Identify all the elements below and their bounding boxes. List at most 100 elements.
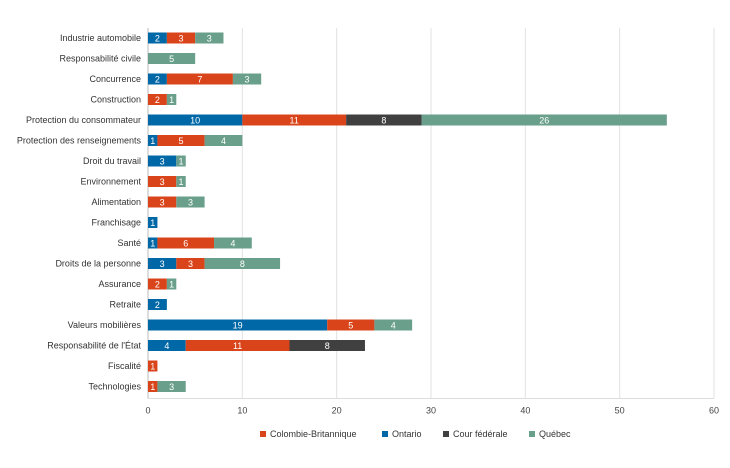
bar-segment [176, 196, 205, 208]
data-label: 3 [207, 34, 212, 44]
bar-segment [148, 114, 243, 126]
data-label: 3 [179, 34, 184, 44]
x-tick-label: 30 [426, 406, 436, 416]
data-label: 1 [150, 362, 155, 372]
data-label: 3 [160, 198, 165, 208]
data-label: 4 [391, 321, 396, 331]
legend-swatch [529, 431, 535, 437]
legend-swatch [260, 431, 266, 437]
data-label: 3 [188, 198, 193, 208]
data-label: 10 [190, 116, 200, 126]
data-label: 4 [230, 239, 235, 249]
data-label: 1 [150, 239, 155, 249]
x-tick-label: 0 [145, 406, 150, 416]
x-tick-label: 50 [615, 406, 625, 416]
bar-segment [148, 360, 158, 372]
category-label: Protection des renseignements [17, 136, 142, 146]
data-label: 1 [150, 136, 155, 146]
category-label: Valeurs mobilières [68, 320, 142, 330]
data-label: 5 [169, 54, 174, 64]
data-label: 2 [155, 300, 160, 310]
bar-segment [327, 319, 375, 331]
bar-segment [374, 319, 413, 331]
data-label: 1 [179, 157, 184, 167]
bar-segment [289, 340, 365, 351]
legend-label: Ontario [392, 429, 422, 439]
bar-segment [148, 258, 177, 269]
bar-segment [148, 73, 167, 85]
bar-segment [157, 237, 215, 249]
bar-segment [148, 32, 167, 44]
category-label: Droits de la personne [55, 259, 141, 269]
data-label: 1 [179, 177, 184, 187]
category-label: Concurrence [89, 74, 141, 84]
data-label: 1 [169, 95, 174, 105]
bar-segment [421, 114, 667, 126]
category-label: Environnement [80, 177, 141, 187]
legend-label: Cour fédérale [453, 429, 508, 439]
data-label: 1 [150, 218, 155, 228]
gridlines [147, 28, 715, 399]
legend: Colombie-Britannique Ontario Cour fédérale… [260, 429, 571, 439]
bar-segment [166, 73, 233, 85]
bar-segment [204, 135, 243, 146]
category-label: Franchisage [91, 218, 141, 228]
legend-label: Colombie-Britannique [270, 429, 357, 439]
bar-segment [214, 237, 252, 249]
bar-segment [148, 299, 167, 310]
bar-segment [232, 73, 262, 85]
category-label: Alimentation [91, 197, 141, 207]
data-label: 3 [160, 157, 165, 167]
data-label: 4 [221, 136, 226, 146]
bar-segment [204, 258, 281, 269]
bar-segment [148, 135, 158, 146]
data-label: 11 [290, 116, 299, 126]
bar-segment [176, 155, 186, 167]
data-label: 3 [169, 382, 174, 392]
category-label: Construction [90, 95, 141, 105]
data-label: 4 [164, 341, 169, 351]
data-label: 19 [233, 321, 243, 331]
bar-segment [148, 196, 177, 208]
bar-segment [148, 53, 196, 64]
data-label: 6 [183, 239, 188, 249]
category-label: Retraite [109, 300, 141, 310]
bar-segment [176, 258, 205, 269]
bar-segment [157, 135, 205, 146]
data-label: 2 [155, 75, 160, 85]
bar-segment [185, 340, 290, 351]
bar-segment [148, 278, 167, 290]
data-label: 3 [188, 259, 193, 269]
data-label: 8 [240, 259, 245, 269]
bar-segment [148, 94, 167, 105]
data-label: 2 [155, 95, 160, 105]
bar-segment [195, 32, 224, 44]
data-label: 2 [155, 280, 160, 290]
data-label: 3 [160, 177, 165, 187]
category-label: Assurance [98, 279, 141, 289]
bar-segment [148, 176, 177, 187]
data-label: 5 [348, 321, 353, 331]
bar-segment [148, 217, 158, 228]
legend-swatch [382, 431, 388, 437]
bar-segment [148, 237, 158, 249]
bar-segment [346, 114, 422, 126]
bar-segment [166, 32, 196, 44]
data-label: 3 [160, 259, 165, 269]
category-label: Santé [117, 238, 141, 248]
category-label: Technologies [88, 382, 141, 392]
category-labels: Industrie automobile Responsabilité civil… [17, 33, 142, 392]
bar-segment [148, 381, 158, 392]
data-label: 1 [169, 280, 174, 290]
bar-segment [148, 155, 177, 167]
data-label: 26 [539, 116, 549, 126]
bar-segment [176, 176, 186, 187]
bar-segment [157, 381, 186, 392]
bar-segment [148, 319, 328, 331]
data-label: 3 [245, 75, 250, 85]
x-tick-label: 60 [709, 406, 719, 416]
category-label: Droit du travail [83, 156, 141, 166]
category-label: Protection du consommateur [26, 115, 141, 125]
legend-swatch [443, 431, 449, 437]
